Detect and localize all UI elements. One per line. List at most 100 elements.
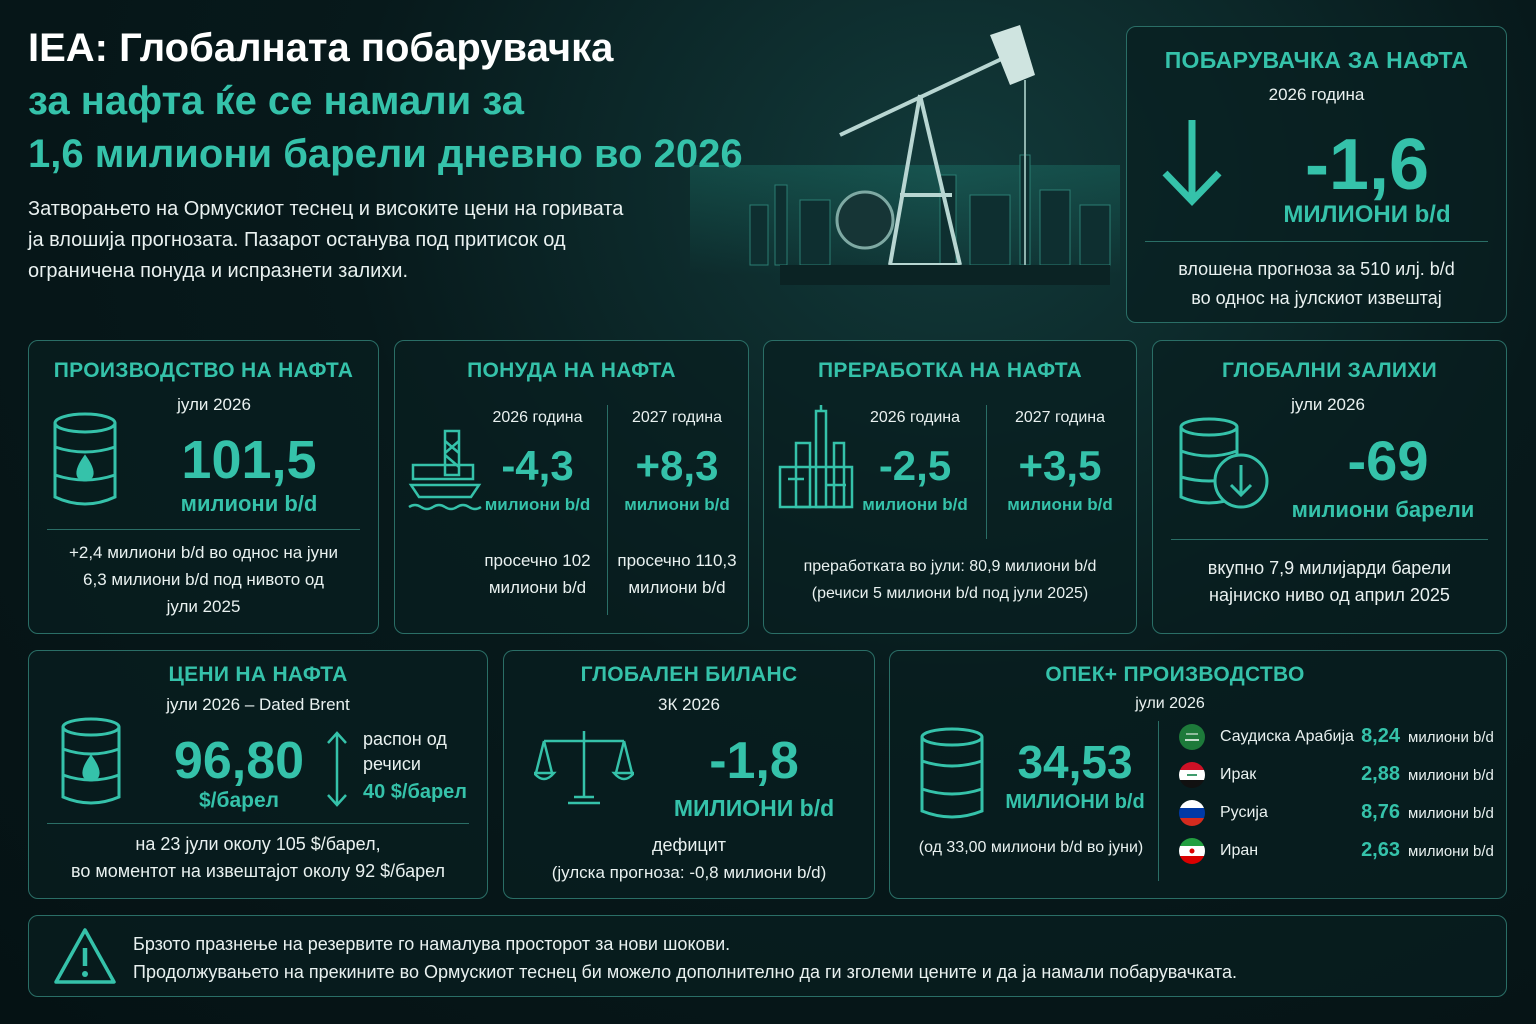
card-title: ПОНУДА НА НАФТА bbox=[467, 359, 676, 382]
demand-value: -1,6 bbox=[1304, 125, 1430, 205]
country-value: 8,76 bbox=[1361, 801, 1400, 823]
description-line: ја влошија прогнозата. Пазарот останува … bbox=[28, 229, 566, 251]
country-name: Саудиска Арабија bbox=[1220, 728, 1354, 745]
supply-value: +8,3 bbox=[635, 442, 719, 489]
balance-card: ГЛОБАЛЕН БИЛАНС 3К 2026 -1,8 МИЛИОНИ b/d… bbox=[503, 650, 875, 899]
pumpjack-illustration bbox=[690, 25, 1120, 285]
card-title: ГЛОБАЛНИ ЗАЛИХИ bbox=[1221, 359, 1437, 382]
prices-card: ЦЕНИ НА НАФТА јули 2026 – Dated Brent 96… bbox=[28, 650, 488, 899]
period: 3К 2026 bbox=[658, 695, 720, 714]
divider bbox=[1158, 721, 1159, 881]
supply-value: -4,3 bbox=[501, 442, 574, 489]
refinery-icon bbox=[778, 405, 854, 509]
country-unit: милиони b/d bbox=[1408, 767, 1494, 784]
demand-card: ПОБАРУВАЧКА ЗА НАФТА 2026 година -1,6 МИ… bbox=[1126, 26, 1507, 323]
barrel-down-icon bbox=[1179, 417, 1269, 509]
unit: милиони b/d bbox=[180, 491, 318, 516]
note-line: најниско ниво од април 2025 bbox=[1209, 585, 1450, 605]
note-line: (речиси 5 милиони b/d под јули 2025) bbox=[811, 585, 1089, 602]
opec-value: 34,53 bbox=[1017, 736, 1133, 788]
note-line: вкупно 7,9 милијарди барели bbox=[1207, 558, 1452, 578]
card-title: ГЛОБАЛЕН БИЛАНС bbox=[580, 663, 798, 686]
period: 2026 година bbox=[869, 409, 961, 426]
opec-card: ОПЕК+ ПРОИЗВОДСТВО јули 2026 34,53 МИЛИО… bbox=[889, 650, 1507, 899]
unit: $/барел bbox=[198, 789, 279, 812]
down-arrow-icon bbox=[1162, 120, 1222, 207]
range-label-line: речиси bbox=[363, 754, 421, 774]
card-title: ПОБАРУВАЧКА ЗА НАФТА bbox=[1164, 47, 1469, 73]
country-name: Иран bbox=[1220, 842, 1259, 859]
country-value: 8,24 bbox=[1361, 725, 1400, 747]
divider bbox=[607, 405, 608, 615]
unit: милиони b/d bbox=[1007, 495, 1113, 514]
flag-icon bbox=[1179, 724, 1205, 750]
inventories-card: ГЛОБАЛНИ ЗАЛИХИ јули 2026 -69 милиони ба… bbox=[1152, 340, 1507, 634]
country-name: Ирак bbox=[1220, 766, 1257, 783]
period: јули 2026 bbox=[1135, 695, 1205, 712]
unit: милиони барели bbox=[1291, 497, 1475, 522]
note: влошена прогноза за 510 илј. b/d во одно… bbox=[1127, 255, 1506, 313]
balance-value: -1,8 bbox=[709, 732, 799, 790]
unit: МИЛИОНИ b/d bbox=[1283, 201, 1451, 228]
note-line: милиони b/d bbox=[488, 578, 587, 597]
note-line: преработката во јули: 80,9 милиони b/d bbox=[803, 558, 1097, 575]
range-arrow-icon bbox=[327, 731, 347, 807]
card-title: ПРОИЗВОДСТВО НА НАФТА bbox=[53, 359, 354, 382]
oil-rig-icon bbox=[408, 429, 482, 511]
note-line: на 23 јули околу 105 $/барел, bbox=[135, 834, 381, 854]
description: Затворањето на Ормускиот теснец и високи… bbox=[28, 194, 623, 287]
country-unit: милиони b/d bbox=[1408, 843, 1494, 860]
note-line: просечно 102 bbox=[484, 551, 591, 570]
card-title: ЦЕНИ НА НАФТА bbox=[168, 663, 348, 686]
note-line: 6,3 милиони b/d под нивото од bbox=[83, 570, 324, 589]
country-unit: милиони b/d bbox=[1408, 729, 1494, 746]
period: 2027 година bbox=[1014, 409, 1106, 426]
period: 2026 година bbox=[492, 409, 583, 426]
price-value: 96,80 bbox=[173, 732, 305, 790]
note: просечно 110,3 милиони b/d bbox=[607, 547, 747, 601]
unit: милиони b/d bbox=[484, 495, 591, 514]
divider bbox=[986, 405, 987, 539]
production-card: ПРОИЗВОДСТВО НА НАФТА јули 2026 101,5 ми… bbox=[28, 340, 379, 634]
note: на 23 јули околу 105 $/барел, во моменто… bbox=[29, 831, 487, 885]
inventories-value: -69 bbox=[1347, 429, 1429, 492]
note: вкупно 7,9 милијарди барели најниско нив… bbox=[1153, 555, 1506, 609]
note-line: во моментот на извештајот околу 92 $/бар… bbox=[70, 861, 446, 881]
flag-icon bbox=[1179, 800, 1205, 826]
note-line: +2,4 милиони b/d во однос на јуни bbox=[68, 543, 339, 562]
refining-value: +3,5 bbox=[1018, 442, 1102, 489]
headline-line: IEA: Глобалната побарувачка bbox=[28, 26, 614, 70]
description-line: Затворањето на Ормускиот теснец и високи… bbox=[28, 198, 624, 220]
note-line: просечно 110,3 bbox=[617, 551, 737, 570]
country-unit: милиони b/d bbox=[1408, 805, 1494, 822]
period: 2027 година bbox=[631, 409, 723, 426]
divider bbox=[47, 823, 469, 824]
note: +2,4 милиони b/d во однос на јуни 6,3 ми… bbox=[29, 539, 378, 620]
barrel-icon bbox=[920, 727, 984, 819]
range-value: 40 $/барел bbox=[363, 781, 468, 803]
period: јули 2026 bbox=[1291, 395, 1365, 414]
country-value: 2,63 bbox=[1361, 839, 1400, 861]
unit: милиони b/d bbox=[624, 495, 730, 514]
note-line: во однос на јулскиот извештај bbox=[1191, 288, 1442, 308]
scales-icon bbox=[534, 731, 634, 805]
warning-text: Брзото празнење на резервите го намалува… bbox=[133, 930, 1237, 986]
headline-line: за нафта ќе се намали за bbox=[28, 79, 524, 123]
period: јули 2026 bbox=[177, 395, 251, 414]
unit: МИЛИОНИ b/d bbox=[1005, 791, 1145, 813]
note-line: јули 2025 bbox=[166, 597, 241, 616]
note: просечно 102 милиони b/d bbox=[465, 547, 610, 601]
country-list: Саудиска Арабија 8,24 милиони b/d Ирак 2,88 м… bbox=[1170, 719, 1500, 879]
unit: милиони b/d bbox=[862, 495, 968, 514]
divider bbox=[1145, 241, 1488, 242]
period: 2026 година bbox=[1268, 85, 1365, 104]
flag-icon bbox=[1179, 838, 1205, 864]
divider bbox=[47, 529, 360, 530]
flag-icon bbox=[1179, 762, 1205, 788]
range-label: распон од речиси bbox=[363, 727, 447, 777]
supply-card: ПОНУДА НА НАФТА 2026 година -4,3 милиони… bbox=[394, 340, 749, 634]
headline-line: 1,6 милиони барели дневно во 2026 bbox=[28, 132, 743, 176]
unit: МИЛИОНИ b/d bbox=[673, 795, 835, 821]
